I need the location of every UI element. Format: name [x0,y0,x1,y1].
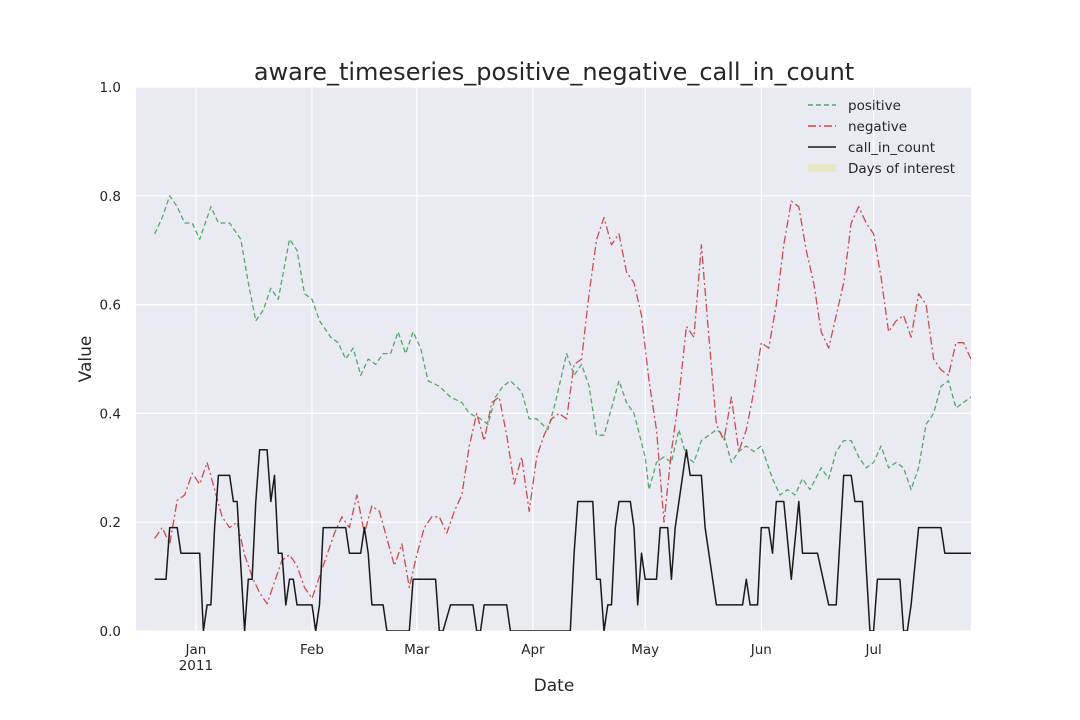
x-axis-label: Date [534,676,575,696]
x-tick-label: Mar [404,642,430,658]
y-tick-label: 0.6 [100,298,121,314]
legend-label: negative [848,119,907,135]
y-tick-label: 0.8 [100,189,121,205]
x-tick-label: Jan [185,642,207,658]
x-tick-label: May [631,642,659,658]
legend-label: call_in_count [848,140,935,156]
y-ticks: 0.0 0.2 0.4 0.6 0.8 1.0 [100,80,121,640]
series-line-positive [154,195,971,496]
x-tick-label: Jul [864,642,881,658]
legend-label: positive [848,98,901,114]
legend-label: Days of interest [848,161,955,177]
chart-title: aware_timeseries_positive_negative_call_… [254,58,854,86]
legend: positive negative call_in_count Days of int… [808,98,955,177]
y-tick-label: 1.0 [100,80,121,96]
series-layer [154,195,971,631]
y-tick-label: 0.4 [100,406,121,422]
x-tick-label: Feb [300,642,324,658]
y-axis-label: Value [76,336,96,383]
series-line-call-in-count [154,449,971,631]
series-line-negative [154,200,971,605]
y-tick-label: 0.0 [100,624,121,640]
grid [136,86,971,632]
x-tick-label: Apr [521,642,545,658]
y-tick-label: 0.2 [100,515,121,531]
legend-swatch [808,164,836,172]
x-tick-sublabel: 2011 [179,658,213,674]
plot-background [136,87,971,631]
x-tick-label: Jun [750,642,772,658]
